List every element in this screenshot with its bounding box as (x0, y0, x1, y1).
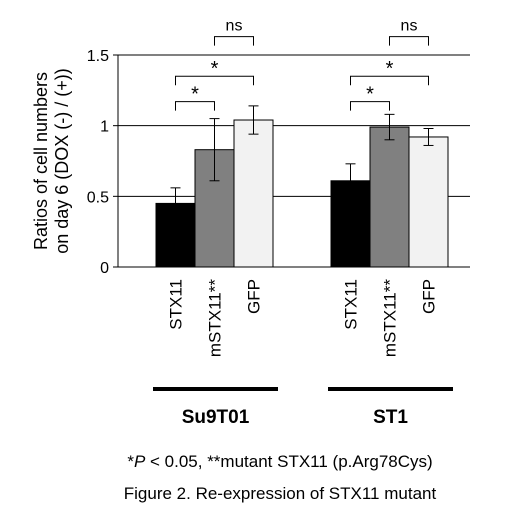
x-tick-label-0-1: mSTX11** (206, 279, 225, 357)
footnote-symbol: * (127, 452, 134, 471)
bracket-0-1 (175, 75, 254, 86)
bracket-label-1-2: ns (401, 18, 418, 35)
significance-brackets: * * ns * * ns (175, 18, 429, 111)
bar-st1-1 (369, 126, 410, 268)
bracket-label-0-0: * (191, 84, 199, 106)
x-tick-label-0-2: GFP (245, 279, 264, 314)
x-tick-labels: STX11 mSTX11** GFP STX11 mSTX11** GFP (167, 279, 439, 357)
y-tick-label-1: 0.5 (87, 189, 109, 206)
error-bars (170, 105, 434, 220)
x-tick-label-1-1: mSTX11** (381, 279, 400, 357)
y-axis-label-line2: on day 6 (DOX (-) / (+)) (52, 68, 72, 254)
bracket-label-0-1: * (211, 58, 219, 80)
x-tick-label-0-0: STX11 (167, 279, 186, 330)
bracket-1-1 (350, 75, 429, 86)
y-tick-label-0: 0 (100, 260, 109, 277)
y-tick-label-2: 1 (100, 119, 109, 136)
footnote-p-italic: P (133, 452, 146, 471)
group-underlines: Su9T01 ST1 (153, 387, 453, 428)
group-label-su9t01: Su9T01 (182, 407, 250, 428)
footnote: *P < 0.05, **mutant STX11 (p.Arg78Cys) (20, 452, 520, 472)
y-tick-labels: 0 0.5 1 1.5 (87, 48, 109, 277)
bracket-1-2 (389, 36, 429, 46)
bars (155, 119, 449, 268)
bracket-0-0 (175, 101, 215, 111)
y-axis-label-line1: Ratios of cell numbers (31, 72, 51, 250)
figure-caption: Figure 2. Re-expression of STX11 mutant (123, 484, 437, 503)
axes (113, 54, 470, 268)
bracket-label-1-1: * (386, 58, 394, 80)
bar-chart: * * ns * * ns 0 0.5 1 1.5 STX11 mSTX11** GFP STX11 m… (31, 18, 470, 428)
footnote-text: < 0.05, **mutant STX11 (p.Arg78Cys) (145, 452, 433, 471)
group-label-st1: ST1 (373, 407, 408, 428)
x-tick-label-1-2: GFP (420, 279, 439, 314)
bar-su9t01-2 (233, 119, 274, 268)
bar-st1-2 (408, 136, 449, 268)
bracket-label-0-2: ns (226, 18, 243, 35)
bracket-0-2 (214, 36, 254, 46)
bracket-label-1-0: * (366, 84, 374, 106)
y-tick-label-3: 1.5 (87, 48, 109, 65)
x-tick-label-1-0: STX11 (342, 279, 361, 330)
bracket-1-0 (350, 101, 390, 111)
